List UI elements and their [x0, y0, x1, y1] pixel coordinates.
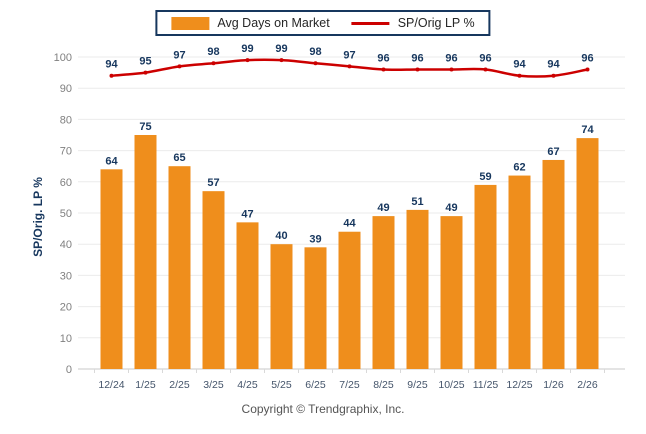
x-tick-label: 1/25 [135, 379, 156, 391]
line-value-label: 98 [207, 46, 219, 58]
x-tick-label: 2/25 [169, 379, 190, 391]
bar-value-label: 74 [581, 124, 594, 136]
bar-value-label: 44 [343, 218, 356, 230]
y-tick-label: 30 [60, 270, 72, 282]
bar [474, 184, 497, 369]
y-tick-label: 10 [60, 333, 72, 345]
line-value-label: 94 [105, 59, 118, 71]
bar [406, 209, 429, 369]
bar [134, 135, 157, 369]
bar-series-swatch-icon [171, 16, 210, 30]
bar [202, 191, 225, 369]
y-tick-label: 50 [60, 208, 72, 220]
bar [576, 138, 599, 369]
bar [100, 169, 123, 369]
x-tick-label: 9/25 [407, 379, 428, 391]
bar [338, 231, 361, 369]
legend-bar-label: Avg Days on Market [217, 16, 330, 30]
line-value-label: 97 [343, 49, 355, 61]
x-tick-label: 8/25 [373, 379, 394, 391]
y-axis-title: SP/Orig. LP % [31, 177, 45, 257]
line-marker [279, 58, 284, 63]
line-marker [415, 67, 420, 72]
line-marker [585, 67, 590, 72]
y-tick-label: 60 [60, 177, 72, 189]
line-marker [245, 58, 250, 63]
line-value-label: 97 [173, 49, 185, 61]
bar-value-label: 59 [479, 171, 491, 183]
copyright-text: Copyright © Trendgraphix, Inc. [241, 402, 405, 416]
bar [236, 222, 259, 369]
bar-value-label: 47 [241, 208, 253, 220]
line-value-label: 98 [309, 46, 321, 58]
x-tick-label: 4/25 [237, 379, 258, 391]
line-value-label: 96 [479, 52, 491, 64]
bar [542, 159, 565, 369]
x-tick-label: 11/25 [473, 379, 499, 391]
line-marker [109, 73, 114, 78]
x-tick-label: 5/25 [271, 379, 292, 391]
line-marker [551, 73, 556, 78]
legend: Avg Days on Market SP/Orig LP % [155, 10, 491, 36]
bar [304, 247, 327, 369]
line-marker [483, 67, 488, 72]
line-marker [347, 64, 352, 69]
bar [168, 166, 191, 369]
y-tick-label: 40 [60, 239, 72, 251]
line-value-label: 94 [513, 59, 526, 71]
x-tick-label: 12/24 [98, 379, 124, 391]
bar-value-label: 67 [547, 146, 559, 158]
line-value-label: 99 [275, 43, 287, 55]
line-value-label: 95 [139, 56, 151, 68]
line-series-swatch-icon [351, 21, 390, 25]
bar-value-label: 62 [513, 162, 525, 174]
line-value-label: 99 [241, 43, 253, 55]
line-value-label: 96 [445, 52, 457, 64]
y-tick-label: 70 [60, 146, 72, 158]
bar-value-label: 65 [173, 152, 185, 164]
x-tick-label: 7/25 [339, 379, 360, 391]
line-value-label: 94 [547, 59, 560, 71]
x-tick-label: 12/25 [506, 379, 532, 391]
bar [270, 244, 293, 369]
legend-line-label: SP/Orig LP % [397, 16, 475, 30]
bar [508, 175, 531, 369]
bar-value-label: 39 [309, 233, 321, 245]
line-marker [177, 64, 182, 69]
y-tick-label: 80 [60, 114, 72, 126]
line-marker [211, 61, 216, 66]
bar [440, 216, 463, 369]
line-marker [449, 67, 454, 72]
y-tick-label: 20 [60, 302, 72, 314]
bar-value-label: 40 [275, 230, 287, 242]
line-value-label: 96 [581, 52, 593, 64]
y-tick-label: 0 [66, 364, 72, 376]
bar-value-label: 49 [445, 202, 457, 214]
y-tick-label: 90 [60, 83, 72, 95]
x-tick-label: 3/25 [203, 379, 224, 391]
y-tick-label: 100 [54, 52, 72, 64]
bar-value-label: 49 [377, 202, 389, 214]
line-marker [517, 73, 522, 78]
bar-value-label: 64 [105, 155, 118, 167]
line-marker [381, 67, 386, 72]
x-tick-label: 1/26 [543, 379, 564, 391]
bar-value-label: 51 [411, 196, 423, 208]
line-marker [143, 70, 148, 75]
x-tick-label: 6/25 [305, 379, 326, 391]
bar [372, 216, 395, 369]
x-tick-label: 2/26 [577, 379, 598, 391]
bar-value-label: 75 [139, 121, 151, 133]
line-marker [313, 61, 318, 66]
line-value-label: 96 [377, 52, 389, 64]
x-tick-label: 10/25 [438, 379, 464, 391]
bar-value-label: 57 [207, 177, 219, 189]
line-value-label: 96 [411, 52, 423, 64]
